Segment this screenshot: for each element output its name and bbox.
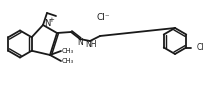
Text: CH₃: CH₃ — [62, 58, 74, 64]
Text: NH: NH — [85, 40, 96, 49]
Text: +: + — [49, 18, 54, 23]
Text: Cl: Cl — [196, 43, 204, 52]
Text: CH₃: CH₃ — [62, 48, 74, 54]
Text: Cl⁻: Cl⁻ — [96, 13, 110, 23]
Text: N: N — [78, 38, 83, 47]
Text: N: N — [44, 20, 50, 29]
